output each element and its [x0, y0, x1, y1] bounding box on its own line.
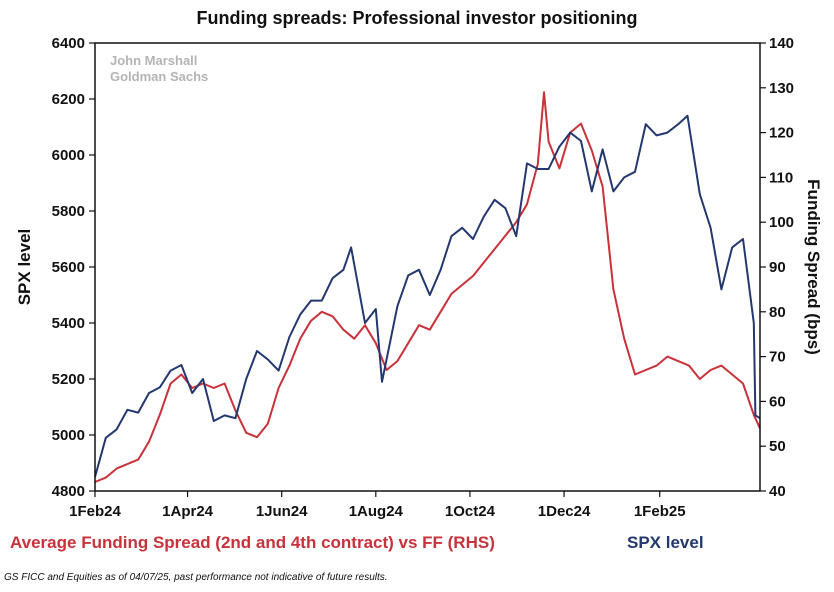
right-tick-label: 130: [769, 80, 794, 97]
watermark-line: John Marshall: [110, 53, 197, 68]
left-tick-label: 4800: [52, 483, 85, 500]
left-tick-label: 5200: [52, 371, 85, 388]
spx-level-line: [94, 114, 761, 478]
right-tick-label: 90: [769, 259, 786, 276]
right-tick-label: 60: [769, 393, 786, 410]
series-layer: [94, 91, 761, 483]
watermark-line: Goldman Sachs: [110, 69, 208, 84]
x-tick-label: 1Dec24: [538, 503, 591, 520]
right-tick-label: 50: [769, 438, 786, 455]
left-tick-label: 5600: [52, 259, 85, 276]
x-tick-label: 1Oct24: [445, 503, 496, 520]
plot-frame: [94, 42, 761, 492]
footnote: GS FICC and Equities as of 04/07/25, pas…: [4, 572, 388, 583]
left-tick-label: 6000: [52, 147, 85, 164]
left-tick-label: 5800: [52, 203, 85, 220]
funding-spread-line: [94, 91, 761, 483]
left-axis: 4800 5000 5200 5400 5600 5800 6000 6200 6400: [52, 35, 95, 500]
chart-title: Funding spreads: Professional investor p…: [196, 8, 637, 28]
legend-funding-spread: Average Funding Spread (2nd and 4th cont…: [10, 533, 495, 552]
left-tick-label: 6400: [52, 35, 85, 52]
x-tick-label: 1Feb24: [69, 503, 121, 520]
left-tick-label: 5400: [52, 315, 85, 332]
x-tick-label: 1Aug24: [349, 503, 404, 520]
right-tick-label: 140: [769, 35, 794, 52]
x-tick-label: 1Jun24: [256, 503, 308, 520]
right-tick-label: 40: [769, 483, 786, 500]
x-tick-label: 1Apr24: [162, 503, 214, 520]
right-tick-label: 70: [769, 349, 786, 366]
legend-spx-level: SPX level: [627, 533, 704, 552]
right-tick-label: 100: [769, 214, 794, 231]
left-tick-label: 5000: [52, 427, 85, 444]
right-tick-label: 120: [769, 125, 794, 142]
right-tick-label: 80: [769, 304, 786, 321]
x-tick-label: 1Feb25: [634, 503, 686, 520]
left-axis-label: SPX level: [15, 229, 34, 306]
x-axis: 1Feb24 1Apr24 1Jun24 1Aug24 1Oct24 1Dec24 1Feb…: [69, 491, 686, 520]
chart: Funding spreads: Professional investor p…: [10, 8, 823, 552]
right-axis-label: Funding Spread (bps): [804, 179, 823, 355]
left-tick-label: 6200: [52, 91, 85, 108]
right-tick-label: 110: [769, 169, 793, 186]
right-axis: 40 50 60 70 80 90 100 110 120 130 140: [760, 35, 794, 500]
